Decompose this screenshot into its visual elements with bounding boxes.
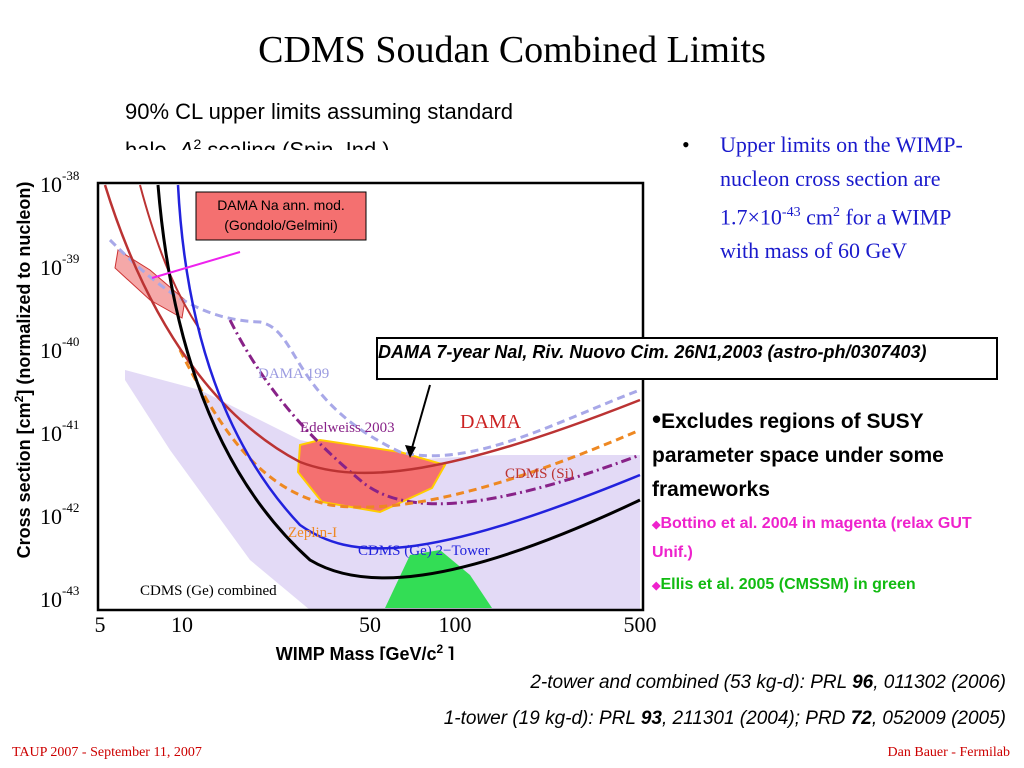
curve-label: Zeplin-I: [288, 525, 337, 541]
y-tick-label: 10-42: [40, 500, 79, 529]
text: ] (normalized to nucleon): [14, 182, 34, 396]
region: [385, 550, 492, 608]
box-text: (Gondolo/Gelmini): [224, 217, 338, 233]
text: , 052009 (2005): [871, 708, 1006, 729]
text: Excludes regions of SUSY parameter space…: [652, 410, 944, 501]
text: -39: [62, 251, 79, 266]
text: , 011302 (2006): [873, 672, 1006, 693]
text: 2: [12, 395, 26, 402]
text: 96: [852, 672, 874, 693]
y-tick-label: 10-39: [40, 251, 79, 280]
text: Ellis et al. 2005 (CMSSM) in green: [660, 576, 916, 593]
bullet: •Excludes regions of SUSY parameter spac…: [652, 404, 944, 501]
text: -42: [62, 500, 79, 515]
text: 10: [40, 421, 62, 446]
label-box: [195, 191, 367, 241]
x-ticks: 5 10 50 100 500: [95, 612, 657, 637]
text: 2: [193, 136, 202, 152]
sub-bullet: ◆Ellis et al. 2005 (CMSSM) in green: [652, 576, 916, 593]
text: ]: [443, 644, 454, 660]
y-tick-label: 10-43: [40, 583, 79, 612]
footer: Dan Bauer - Fermilab: [887, 745, 1010, 760]
x-axis-label: WIMP Mass [GeV/c2 ]: [276, 642, 454, 660]
sub-bullet: ◆Bottino et al. 2004 in magenta (relax G…: [652, 515, 972, 561]
text: Cross section [cm: [14, 402, 34, 558]
text: 72: [850, 708, 872, 729]
bullet: • Upper limits on the WIMP- nucleon cros…: [682, 132, 963, 264]
frame: [96, 181, 645, 612]
curve: [156, 184, 641, 580]
arrowhead: [405, 445, 416, 458]
text: Upper limits on the WIMP- nucleon cross …: [720, 132, 963, 230]
curve: [178, 349, 641, 509]
curve-label: CDMS (Si): [505, 466, 574, 482]
y-tick-label: 10-40: [40, 334, 79, 363]
reference: 1-tower (19 kg-d): PRL 93, 211301 (2004)…: [444, 708, 1006, 730]
curve-label: DAMA 199: [258, 366, 329, 382]
curve-label: DAMA: [460, 411, 522, 433]
text: for a WIMP with mass of 60 GeV: [720, 204, 951, 264]
curve: [103, 184, 641, 475]
curve: [228, 319, 641, 506]
text: 10: [40, 338, 62, 363]
curve-label: Edelweiss 2003: [300, 420, 395, 436]
text: , 211301 (2004); PRD: [661, 708, 851, 729]
text: -38: [62, 168, 79, 183]
x-tick-label: 10: [171, 612, 193, 637]
x-tick-label: 5: [95, 612, 106, 637]
text: -40: [62, 334, 79, 349]
x-tick-label: 500: [624, 612, 657, 637]
curve: [108, 238, 641, 458]
y-tick-label: 10-41: [40, 417, 79, 446]
region: [114, 249, 186, 319]
curve: [176, 184, 641, 550]
text: 2: [832, 205, 840, 220]
y-axis-label: Cross section [cm2] (normalized to nucle…: [12, 182, 34, 559]
y-tick-label: 10-38: [40, 168, 79, 197]
text: 2-tower and combined (53 kg-d): PRL: [530, 672, 853, 693]
text: DAMA 7-year NaI, Riv. Nuovo Cim. 26N1,20…: [378, 342, 927, 362]
reference: 2-tower and combined (53 kg-d): PRL 96, …: [530, 672, 1006, 694]
text: WIMP Mass [GeV/c: [276, 644, 437, 660]
curve-label: CDMS (Ge) combined: [140, 583, 277, 599]
text: 1-tower (19 kg-d): PRL: [443, 708, 641, 729]
text: -43: [781, 205, 801, 220]
text: 10: [40, 255, 62, 280]
pointer: [151, 251, 241, 279]
footer: TAUP 2007 - September 11, 2007: [12, 745, 202, 760]
text: 10: [40, 504, 62, 529]
chart: DAMA 199 Edelweiss 2003 DAMA CDMS (Si) Z…: [12, 150, 670, 660]
text: -41: [62, 417, 79, 432]
text: 10: [40, 172, 62, 197]
text: 10: [40, 587, 62, 612]
reference-box: DAMA 7-year NaI, Riv. Nuovo Cim. 26N1,20…: [376, 337, 998, 380]
text: cm: [800, 204, 833, 230]
pointer: [409, 384, 431, 456]
text: -43: [62, 583, 79, 598]
subtitle-line: 90% CL upper limits assuming standard: [125, 99, 514, 124]
x-tick-label: 50: [359, 612, 381, 637]
text: Bottino et al. 2004 in magenta (relax GU…: [652, 515, 972, 561]
text: 93: [640, 708, 662, 729]
x-tick-label: 100: [439, 612, 472, 637]
box-text: DAMA Na ann. mod.: [217, 197, 345, 213]
title: CDMS Soudan Combined Limits: [258, 29, 766, 71]
text: 2: [437, 642, 444, 656]
curve-label: CDMS (Ge) 2−Tower: [358, 543, 490, 559]
